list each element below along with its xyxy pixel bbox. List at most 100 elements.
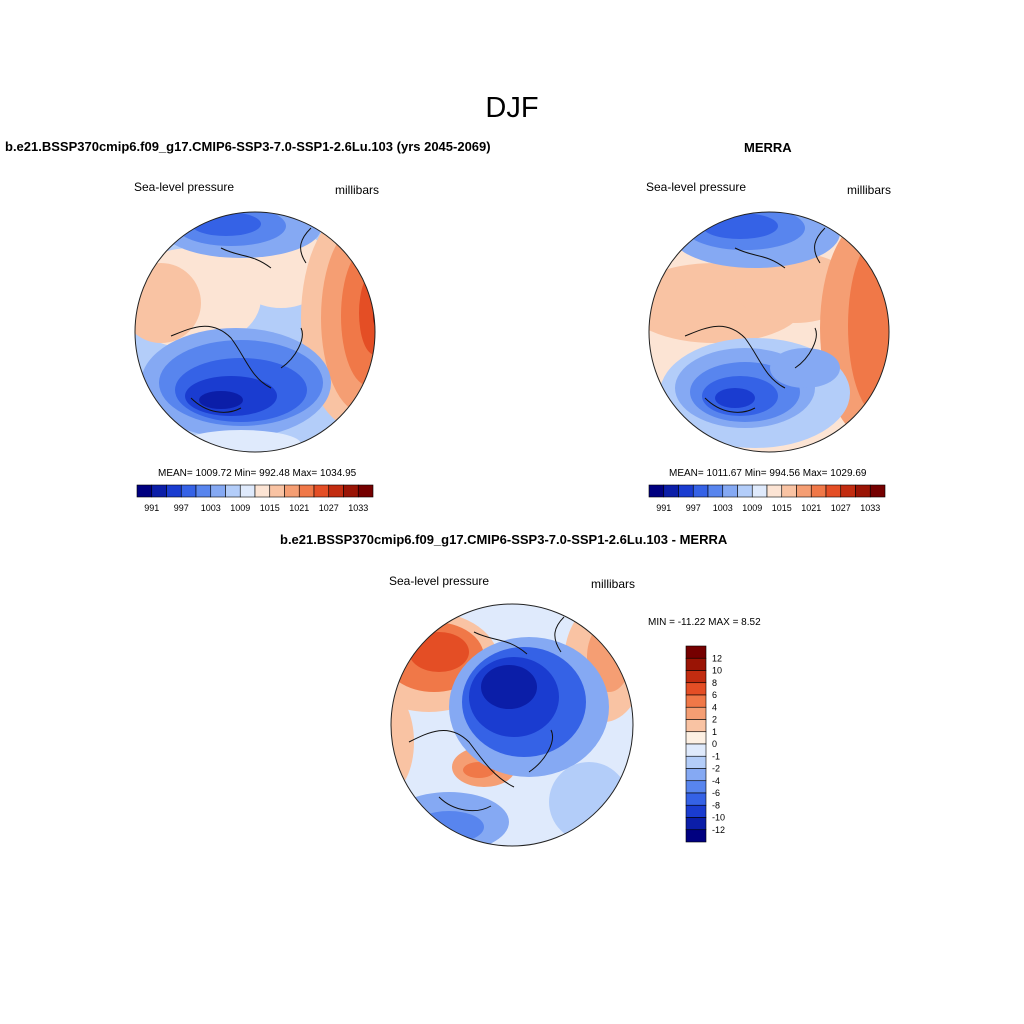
- colorbar-swatch: [855, 484, 871, 498]
- left-panel-title: b.e21.BSSP370cmip6.f09_g17.CMIP6-SSP3-7.…: [5, 139, 491, 154]
- colorbar-swatch: [685, 780, 707, 794]
- right-stats: MEAN= 1011.67 Min= 994.56 Max= 1029.69: [669, 468, 867, 479]
- pressure-contour: [848, 236, 889, 416]
- season-title: DJF: [485, 92, 539, 124]
- colorbar-swatch: [254, 484, 271, 498]
- colorbar-tick-label: -2: [712, 764, 720, 774]
- colorbar-swatch: [722, 484, 738, 498]
- colorbar-swatch: [685, 792, 707, 806]
- colorbar-tick-label: 1021: [289, 503, 309, 513]
- colorbar-tick-label: -12: [712, 825, 725, 835]
- colorbar-swatch: [685, 670, 707, 684]
- left-units-label: millibars: [335, 183, 380, 197]
- anomaly-contour: [391, 692, 414, 792]
- colorbar-swatch: [685, 743, 707, 757]
- colorbar-swatch: [692, 484, 709, 498]
- colorbar-swatch: [796, 484, 812, 498]
- colorbar-tick-label: -6: [712, 788, 720, 798]
- colorbar-swatch: [166, 484, 182, 498]
- colorbar-tick-label: 1033: [860, 503, 880, 513]
- colorbar-tick-label: -1: [712, 751, 720, 761]
- colorbar-tick-label: 6: [712, 690, 717, 700]
- colorbar-swatch: [685, 731, 707, 745]
- colorbar-tick-label: 8: [712, 678, 717, 688]
- colorbar-tick-label: 991: [656, 503, 671, 513]
- colorbar-swatch: [298, 484, 315, 498]
- colorbar-swatch: [707, 484, 724, 498]
- pressure-contour: [199, 391, 243, 409]
- pressure-contour: [770, 348, 840, 388]
- colorbar-swatch: [685, 719, 707, 733]
- colorbar-swatch: [648, 484, 665, 498]
- colorbar-swatch: [136, 484, 153, 498]
- diff-stats: MIN = -11.22 MAX = 8.52: [648, 617, 761, 628]
- colorbar-swatch: [180, 484, 197, 498]
- colorbar-swatch: [840, 484, 856, 498]
- right-variable-label: Sea-level pressure: [646, 180, 747, 194]
- colorbar-tick-label: 1027: [831, 503, 851, 513]
- colorbar-swatch: [685, 829, 707, 843]
- pressure-contour: [715, 388, 755, 408]
- colorbar-swatch: [685, 694, 707, 708]
- pressure-contour: [181, 430, 301, 452]
- right-colorbar: 991 997 1003 1009 1015 1021 1027 1033: [648, 484, 886, 513]
- colorbar-swatch: [685, 682, 707, 696]
- anomaly-contour: [409, 632, 469, 672]
- colorbar-swatch: [810, 484, 827, 498]
- colorbar-swatch: [357, 484, 374, 498]
- colorbar-swatch: [751, 484, 768, 498]
- colorbar-swatch: [685, 755, 707, 769]
- coastline: [170, 227, 312, 413]
- colorbar-swatch: [269, 484, 285, 498]
- coastline: [684, 227, 826, 413]
- anomaly-contour: [549, 762, 629, 842]
- colorbar-tick-label: -4: [712, 776, 720, 786]
- right-panel-title: MERRA: [744, 140, 792, 155]
- colorbar-swatch: [210, 484, 226, 498]
- colorbar-swatch: [343, 484, 359, 498]
- anomaly-contour: [481, 665, 537, 709]
- colorbar-swatch: [825, 484, 842, 498]
- right-units-label: millibars: [847, 183, 892, 197]
- colorbar-tick-label: 1003: [713, 503, 733, 513]
- colorbar-swatch: [685, 657, 707, 671]
- diff-variable-label: Sea-level pressure: [389, 574, 490, 588]
- diff-panel-title: b.e21.BSSP370cmip6.f09_g17.CMIP6-SSP3-7.…: [280, 532, 728, 547]
- right-slp-polar-map: [648, 211, 890, 453]
- colorbar-tick-label: 1: [712, 727, 717, 737]
- colorbar-swatch: [313, 484, 330, 498]
- colorbar-tick-label: 1021: [801, 503, 821, 513]
- colorbar-swatch: [151, 484, 167, 498]
- colorbar-tick-label: 12: [712, 653, 722, 663]
- colorbar-tick-label: 997: [174, 503, 189, 513]
- colorbar-swatch: [685, 768, 707, 782]
- diff-units-label: millibars: [591, 577, 636, 591]
- colorbar-tick-label: 4: [712, 702, 717, 712]
- colorbar-tick-label: 10: [712, 666, 722, 676]
- colorbar-swatch: [284, 484, 300, 498]
- colorbar-tick-label: 1009: [742, 503, 762, 513]
- colorbar-swatch: [225, 484, 241, 498]
- anomaly-contour: [414, 811, 484, 843]
- colorbar-tick-label: -8: [712, 800, 720, 810]
- pressure-contour: [359, 271, 375, 355]
- colorbar-swatch: [685, 804, 707, 818]
- colorbar-swatch: [195, 484, 212, 498]
- left-variable-label: Sea-level pressure: [134, 180, 235, 194]
- colorbar-swatch: [239, 484, 256, 498]
- colorbar-swatch: [766, 484, 783, 498]
- colorbar-tick-label: 997: [686, 503, 701, 513]
- left-slp-polar-map: [134, 211, 376, 453]
- colorbar-tick-label: 0: [712, 739, 717, 749]
- colorbar-swatch: [685, 645, 707, 659]
- coastline: [408, 616, 565, 812]
- colorbar-swatch: [328, 484, 344, 498]
- colorbar-swatch: [663, 484, 679, 498]
- colorbar-swatch: [678, 484, 694, 498]
- colorbar-tick-label: 1015: [260, 503, 280, 513]
- colorbar-tick-label: 1009: [230, 503, 250, 513]
- colorbar-tick-label: -10: [712, 813, 725, 823]
- colorbar-tick-label: 1003: [201, 503, 221, 513]
- colorbar-swatch: [685, 817, 707, 831]
